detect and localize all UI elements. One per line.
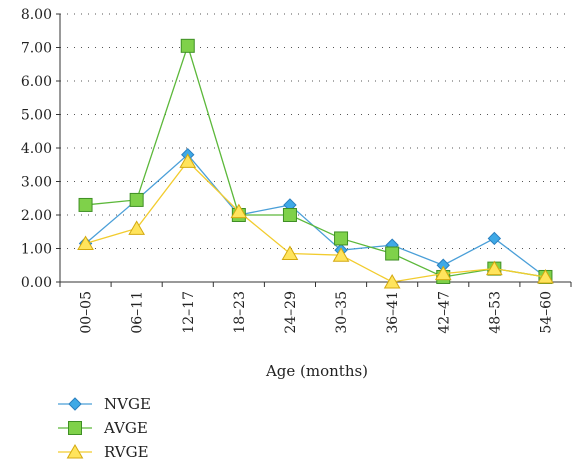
x-tick-label: 36–41 <box>385 291 401 334</box>
y-tick-label: 6.00 <box>21 74 52 90</box>
x-tick-label: 54–60 <box>538 291 554 334</box>
data-point <box>179 153 197 168</box>
data-point <box>537 268 554 284</box>
x-tick-label: 12–17 <box>181 291 197 334</box>
y-tick-label: 3.00 <box>21 175 52 191</box>
y-tick-label: 4.00 <box>21 141 52 157</box>
legend-label: RVGE <box>104 443 149 461</box>
legend-item: AVGE <box>58 419 148 437</box>
data-point <box>434 265 452 281</box>
y-tick-label: 8.00 <box>21 7 52 23</box>
data-point <box>385 246 400 261</box>
data-point <box>129 192 144 207</box>
x-tick-label: 18–23 <box>232 291 248 334</box>
y-tick-label: 0.00 <box>21 275 52 291</box>
x-tick-label: 24–29 <box>283 291 299 334</box>
y-axis: 0.00 1.00 2.00 3.00 4.00 5.00 6.00 7.00 8.00 <box>21 7 61 291</box>
y-tick-label: 2.00 <box>21 208 52 224</box>
y-tick-label: 5.00 <box>21 108 52 124</box>
series-line <box>85 160 546 283</box>
data-point <box>77 235 94 250</box>
series-line <box>85 43 546 278</box>
data-point <box>487 231 502 246</box>
legend-label: NVGE <box>104 395 151 413</box>
x-axis-title: Age (months) <box>265 362 368 380</box>
legend-item: NVGE <box>58 395 151 413</box>
series-avge <box>78 38 553 284</box>
y-tick-label: 1.00 <box>21 242 52 258</box>
data-point <box>128 220 146 235</box>
data-point <box>180 38 195 53</box>
data-point <box>282 208 297 222</box>
data-point <box>230 203 248 219</box>
data-point <box>332 247 350 262</box>
data-point <box>485 260 503 276</box>
data-point <box>334 231 349 246</box>
series-nvge <box>78 147 553 284</box>
legend-label: AVGE <box>103 419 148 437</box>
legend-item: RVGE <box>58 443 149 461</box>
x-tick-label: 48–53 <box>487 291 503 334</box>
x-axis: 00–05 06–11 12–17 18–23 24–29 30–35 36–41 42–47… <box>59 281 572 334</box>
data-point <box>78 197 93 212</box>
data-point <box>66 443 84 459</box>
data-point <box>68 421 82 435</box>
data-point <box>383 273 401 289</box>
x-tick-label: 30–35 <box>334 291 350 334</box>
x-tick-label: 00–05 <box>79 291 95 334</box>
y-tick-label: 7.00 <box>21 41 52 57</box>
x-tick-label: 06–11 <box>130 291 146 334</box>
series-rvge <box>77 153 554 289</box>
series-group <box>77 38 554 289</box>
data-point <box>68 397 82 411</box>
series-line <box>85 153 546 278</box>
x-tick-label: 42–47 <box>436 291 452 334</box>
data-point <box>281 245 299 261</box>
legend: NVGE AVGE RVGE <box>58 395 151 461</box>
gridlines <box>60 13 571 249</box>
